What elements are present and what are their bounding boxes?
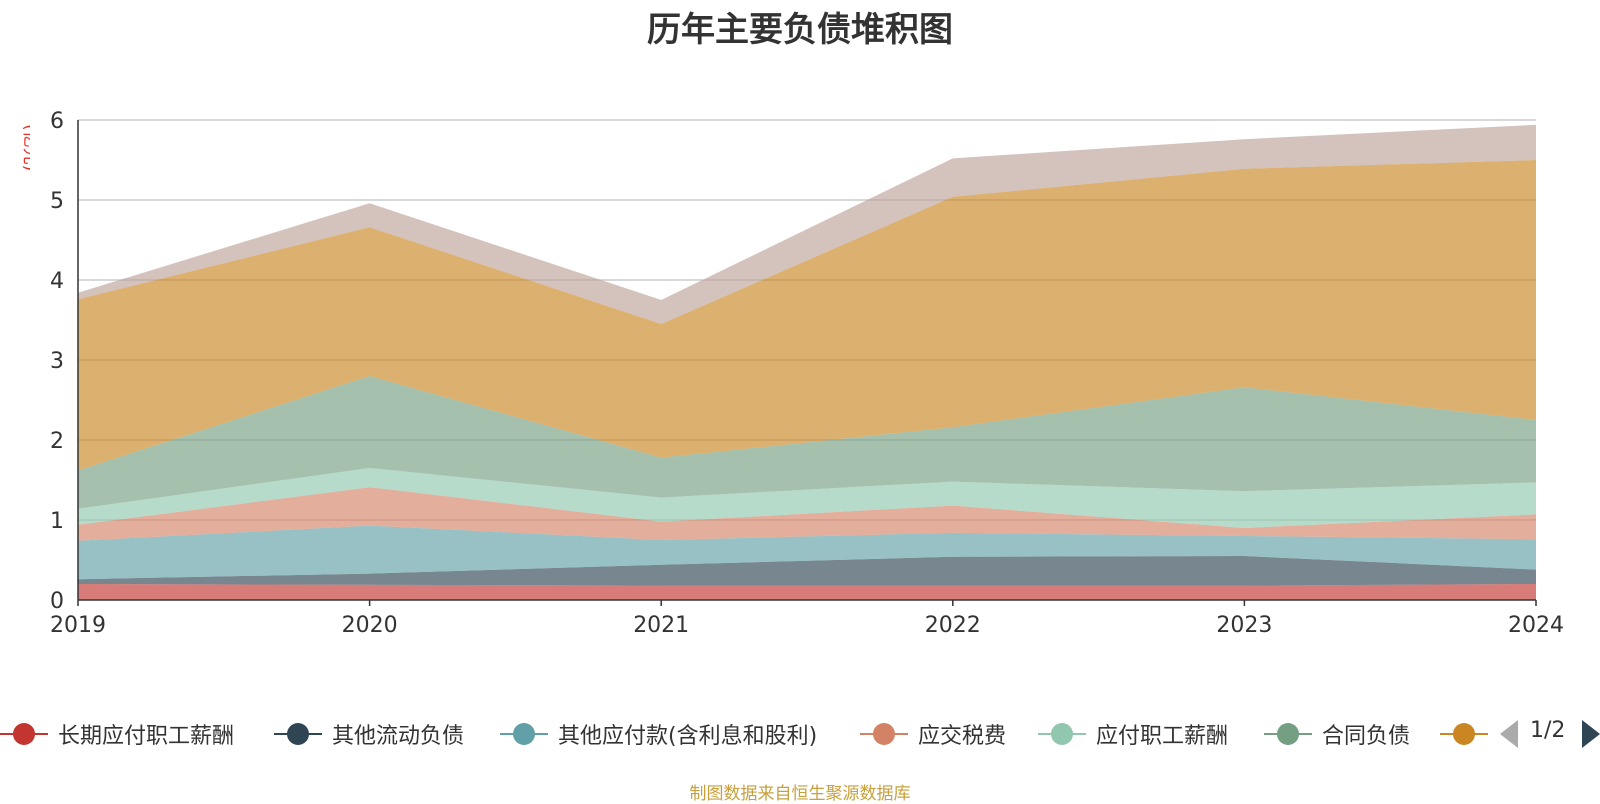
y-tick-label: 3 bbox=[50, 349, 64, 374]
y-unit-label: (亿元) bbox=[20, 124, 30, 171]
y-tick-label: 5 bbox=[50, 189, 64, 214]
legend-item[interactable]: 合同负债 bbox=[1264, 714, 1410, 754]
y-tick-label: 6 bbox=[50, 109, 64, 134]
area-series-4[interactable] bbox=[78, 487, 1536, 541]
legend-marker-icon bbox=[860, 714, 908, 754]
y-tick-label: 2 bbox=[50, 429, 64, 454]
y-tick-label: 0 bbox=[50, 589, 64, 614]
x-tick-label: 2024 bbox=[1508, 613, 1564, 638]
legend-item[interactable]: 应交税费 bbox=[860, 714, 1006, 754]
svg-text:(亿元): (亿元) bbox=[20, 124, 30, 171]
legend-prev-page-icon[interactable] bbox=[1500, 720, 1518, 748]
area-series-7[interactable] bbox=[78, 160, 1536, 471]
legend-item[interactable]: 长期应付职工薪酬 bbox=[0, 714, 234, 754]
area-series-5[interactable] bbox=[78, 468, 1536, 528]
source-note: 制图数据来自恒生聚源数据库 bbox=[689, 784, 911, 804]
legend-pager: 1/2 bbox=[1500, 714, 1600, 754]
area-series-3[interactable] bbox=[78, 525, 1536, 580]
legend-label: 其他流动负债 bbox=[332, 724, 465, 749]
x-tick-label: 2022 bbox=[925, 613, 981, 638]
y-tick-label: 1 bbox=[50, 509, 64, 534]
legend-label: 合同负债 bbox=[1322, 724, 1411, 749]
legend-item[interactable]: 应付职工薪酬 bbox=[1038, 714, 1228, 754]
legend-marker-icon bbox=[500, 714, 548, 754]
x-tick-label: 2023 bbox=[1216, 613, 1272, 638]
y-tick-label: 4 bbox=[50, 269, 64, 294]
legend-label: 其他应付款(含利息和股利) bbox=[558, 724, 818, 749]
stacked-areas bbox=[78, 124, 1536, 600]
legend-next-page-icon[interactable] bbox=[1582, 720, 1600, 748]
area-series-1[interactable] bbox=[78, 584, 1536, 600]
legend-marker-icon bbox=[1038, 714, 1086, 754]
legend-marker-icon bbox=[1264, 714, 1312, 754]
area-series-2[interactable] bbox=[78, 556, 1536, 586]
legend-label: 应交税费 bbox=[918, 724, 1007, 749]
x-tick-label: 2021 bbox=[633, 613, 689, 638]
area-series-8[interactable] bbox=[78, 124, 1536, 324]
legend: 1/2 长期应付职工薪酬 其他流动负债 其他应付款(含利息和股利) 应交税费 应付职工薪… bbox=[0, 714, 1600, 754]
chart-title: 历年主要负债堆积图 bbox=[647, 10, 953, 50]
legend-label: 长期应付职工薪酬 bbox=[58, 724, 235, 749]
legend-marker-icon bbox=[274, 714, 322, 754]
legend-item[interactable]: 其他流动负债 bbox=[274, 714, 464, 754]
legend-marker-icon bbox=[0, 714, 48, 754]
legend-page-info: 1/2 bbox=[1530, 718, 1566, 743]
legend-item[interactable] bbox=[1440, 714, 1488, 754]
legend-label: 应付职工薪酬 bbox=[1096, 724, 1229, 749]
legend-item[interactable]: 其他应付款(含利息和股利) bbox=[500, 714, 817, 754]
x-tick-label: 2020 bbox=[342, 613, 398, 638]
legend-marker-icon bbox=[1440, 714, 1488, 754]
axes: 0 1 2 3 4 5 6 2019 2020 2021 2022 2023 2024 bbox=[50, 109, 1564, 638]
x-tick-label: 2019 bbox=[50, 613, 106, 638]
area-series-6[interactable] bbox=[78, 376, 1536, 509]
